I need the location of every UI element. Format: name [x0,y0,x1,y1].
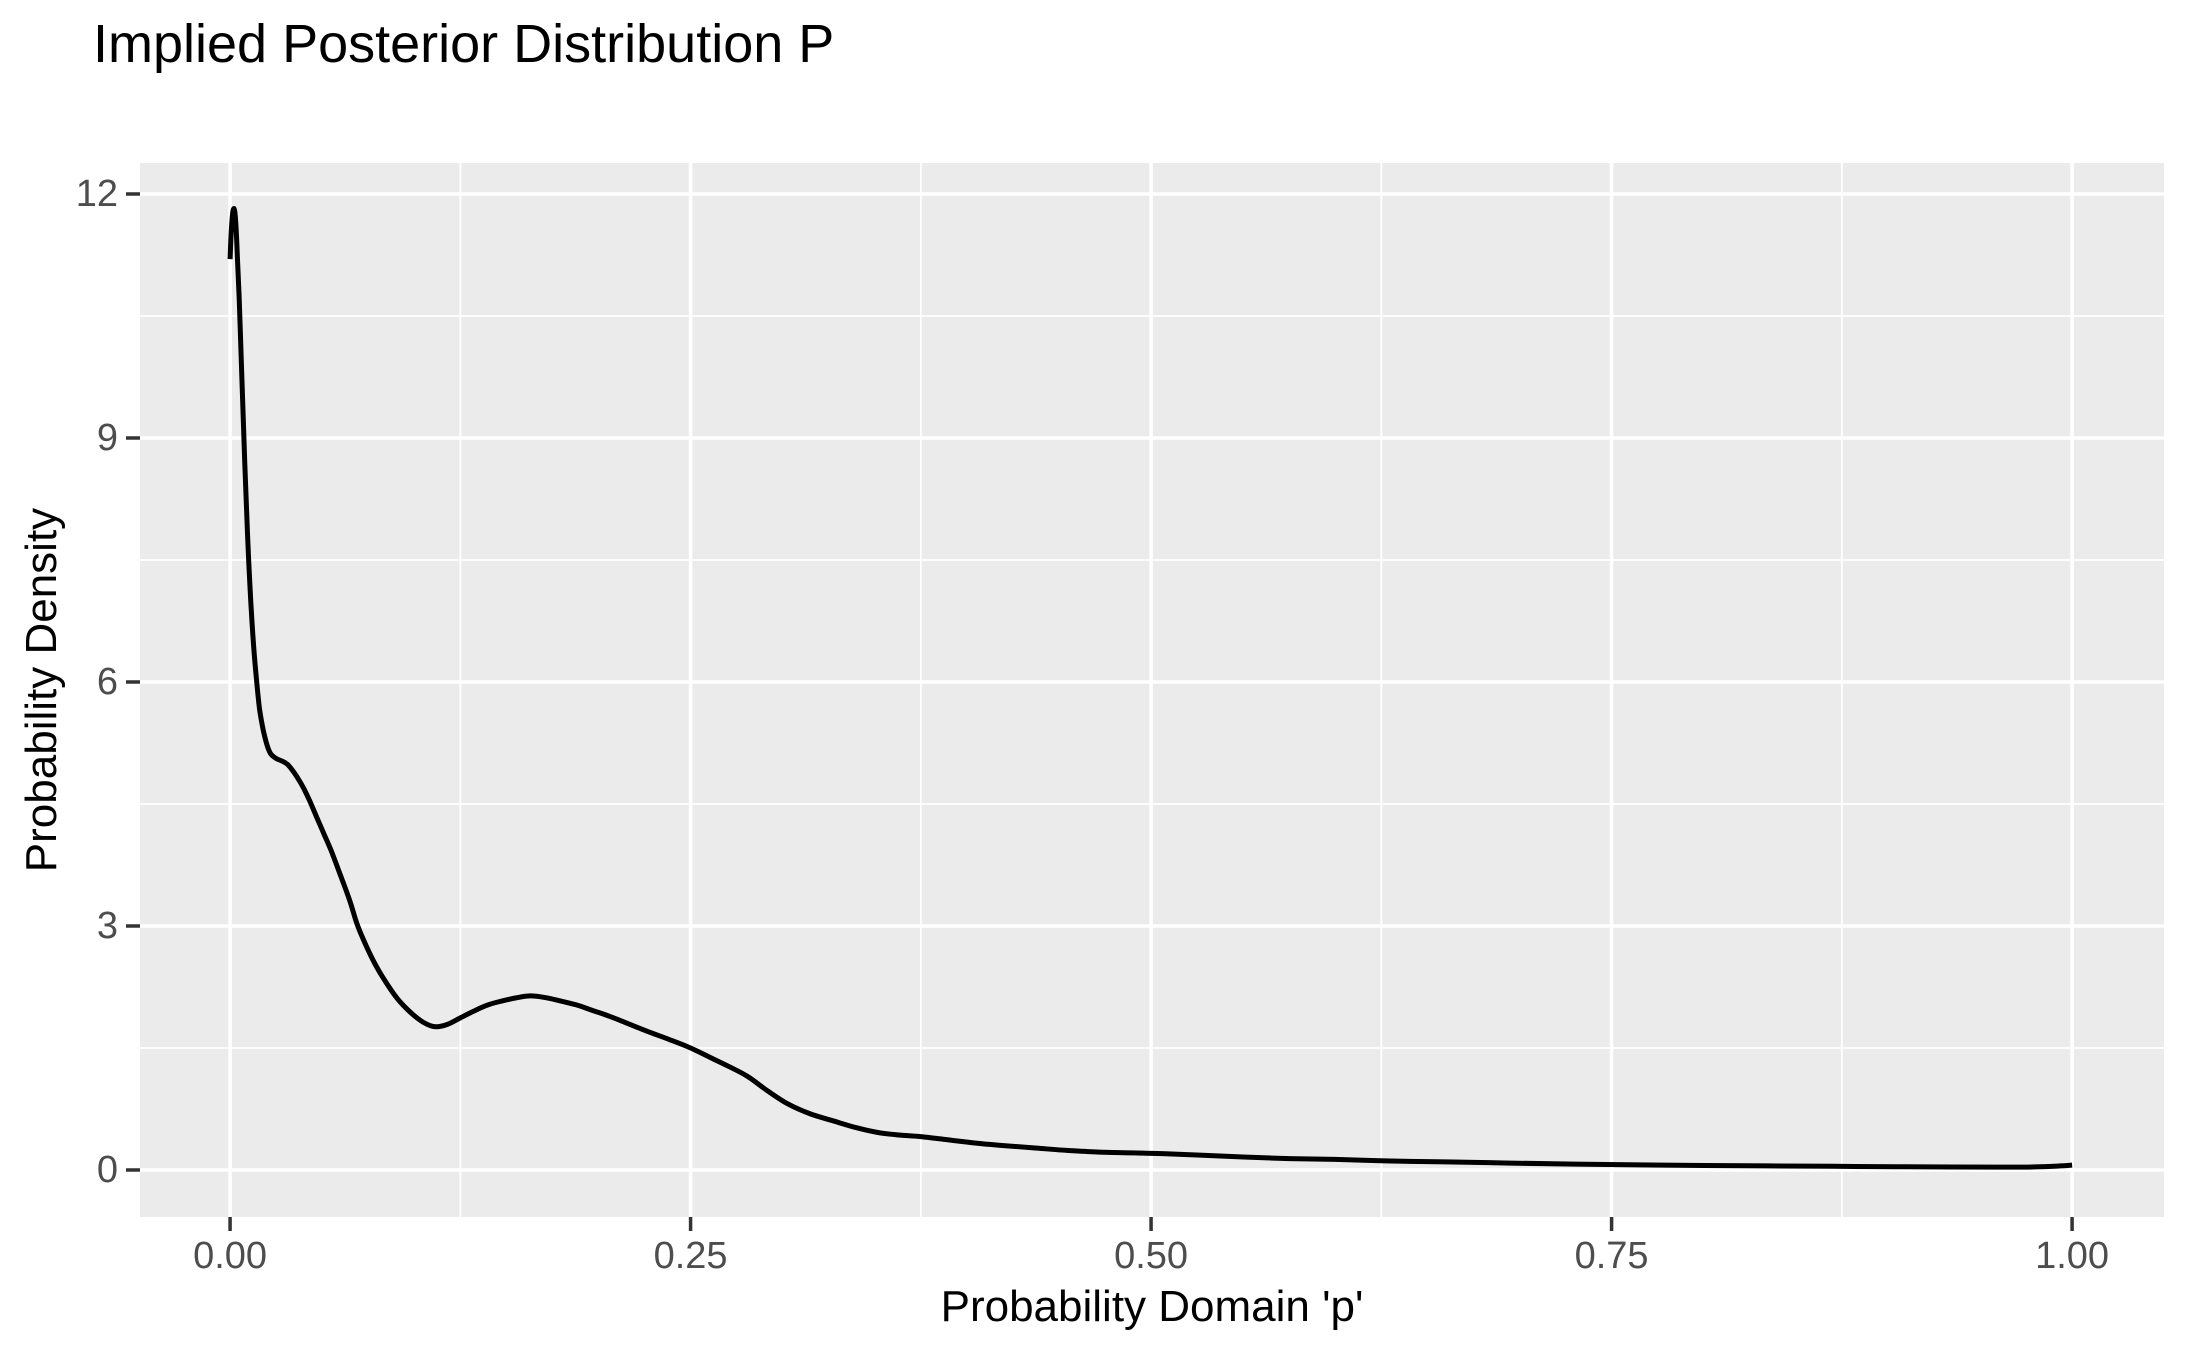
y-tick-label: 0 [96,1148,118,1191]
y-tick-label: 3 [96,904,118,947]
x-axis-title: Probability Domain 'p' [940,1282,1364,1331]
x-tick-label: 0.75 [1574,1235,1649,1277]
x-tick-label: 0.25 [653,1235,728,1277]
x-tick-label: 1.00 [2035,1235,2110,1277]
density-curve [227,206,2073,1170]
x-tick-label: 0.50 [1114,1235,1189,1277]
x-tick-label: 0.00 [193,1235,268,1277]
y-tick-label: 9 [96,416,118,459]
axis-tick-marks [126,192,2074,1231]
y-tick-label: 12 [75,172,118,215]
major-gridlines [140,163,2164,1217]
plot-title: Implied Posterior Distribution P [93,14,835,74]
y-tick-label: 6 [96,660,118,703]
